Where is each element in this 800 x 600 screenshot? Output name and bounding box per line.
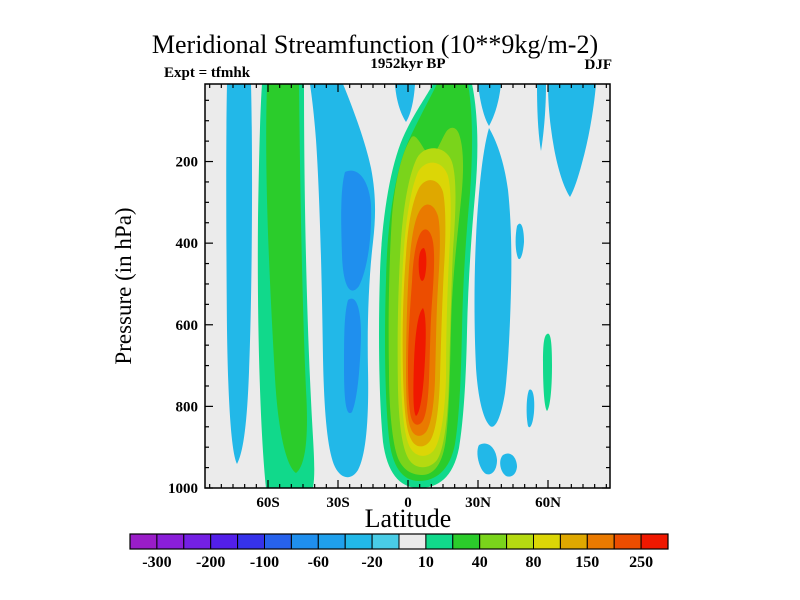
colorbar-cell [479,533,508,550]
x-tick-label: 30S [326,495,349,511]
colorbar-label: 80 [526,554,542,571]
contour-sh-polar-cyan-band [226,84,253,464]
x-tick-label: 60S [256,495,279,511]
contour-nh-cyan-blob-bottom-2 [500,453,517,477]
contour-nh-cyan-spike [515,223,524,260]
x-tick-label: 0 [404,495,412,511]
colorbar-cell [344,533,373,550]
colorbar-cell [559,533,588,550]
colorbar-label: -20 [361,554,382,571]
contour-hadley-red-core-lower [413,308,426,416]
colorbar-cell [452,533,481,550]
colorbar-label: -200 [196,554,225,571]
colorbar-label: -300 [142,554,171,571]
contour-sh-subtropical-blue-core-upper [341,170,372,291]
x-axis-tick-labels: 60S 30S 0 30N 60N [256,495,561,511]
plot-area [204,83,611,489]
colorbar-cell [183,533,212,550]
colorbar-cell [290,533,319,550]
contour-nh-cyan-blob-bottom-1 [477,443,497,475]
contour-nh-polar-cyan-sliver-top [537,84,546,151]
contour-nh-subtropical-cyan-main [474,128,512,427]
colorbar-cell [506,533,535,550]
contour-nh-polar-cyan-patch-top [548,84,596,197]
colorbar-label: -60 [308,554,329,571]
x-tick-label: 30N [465,495,491,511]
y-tick-label: 800 [176,399,199,415]
colorbar-label: -100 [250,554,279,571]
contour-sh-green-band-core [266,84,307,473]
chart-title: Meridional Streamfunction (10**9kg/m-2) [152,30,598,59]
colorbar-cell [586,533,615,550]
season-label: DJF [585,57,613,73]
colorbar-label: 40 [472,554,488,571]
colorbar-cell [613,533,642,550]
contour-nh-green-sliver [543,333,552,411]
contour-nh-subtropical-cyan-top [478,84,501,126]
time-label: 1952kyr BP [370,56,445,72]
y-axis-tick-labels: 200 400 600 800 1000 [168,155,198,497]
colorbar-cell [210,533,239,550]
colorbar-cell [640,533,669,550]
colorbar-cell [371,533,400,550]
colorbar-label: 10 [418,554,434,571]
x-axis-title: Latitude [365,504,452,533]
colorbar-cell [156,533,185,550]
y-tick-label: 1000 [168,481,198,497]
y-tick-label: 600 [176,318,199,334]
y-axis-title: Pressure (in hPa) [111,207,136,364]
colorbar-cell [264,533,292,550]
colorbar-cell [129,533,158,550]
colorbar-cell [425,533,454,550]
colorbar-cell [237,533,266,550]
x-tick-label: 60N [535,495,561,511]
contour-sh-subtropical-blue-core-lower [344,298,361,414]
colorbar-frame [129,533,669,550]
y-tick-label: 400 [176,236,199,252]
contour-eq-top-cyan-notch [395,84,415,122]
colorbar-cell [398,533,427,550]
axis-ticks [205,84,610,489]
experiment-label: Expt = tfmhk [164,65,251,81]
colorbar-label: 250 [629,554,653,571]
colorbar: -300 -200 -100 -60 -20 10 40 80 150 250 [129,533,669,571]
contour-hadley-red-core-upper [418,248,427,281]
contour-nh-cyan-sliver-mid [526,389,535,428]
colorbar-cell [317,533,346,550]
y-tick-label: 200 [176,155,199,171]
colorbar-label: 150 [575,554,599,571]
contour-field [226,84,596,488]
colorbar-cell [533,533,561,550]
